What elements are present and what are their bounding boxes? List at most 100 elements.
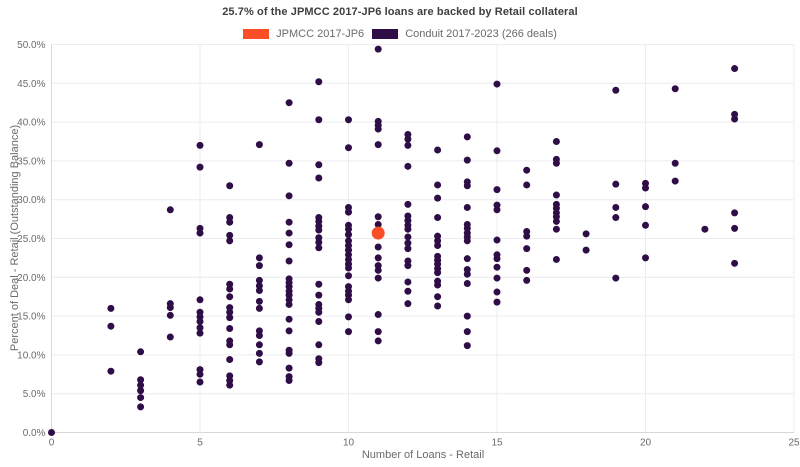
conduit-data-point[interactable] (731, 224, 739, 232)
conduit-data-point[interactable] (374, 125, 382, 133)
conduit-data-point[interactable] (404, 262, 412, 270)
conduit-data-point[interactable] (463, 342, 471, 350)
conduit-data-point[interactable] (255, 297, 263, 305)
conduit-data-point[interactable] (166, 333, 174, 341)
conduit-data-point[interactable] (671, 159, 679, 167)
conduit-data-point[interactable] (463, 312, 471, 320)
conduit-data-point[interactable] (285, 192, 293, 200)
legend-item-jp6[interactable]: JPMCC 2017-JP6 (243, 28, 364, 40)
conduit-data-point[interactable] (315, 280, 323, 288)
conduit-data-point[interactable] (523, 166, 531, 174)
conduit-data-point[interactable] (345, 225, 352, 233)
conduit-data-point[interactable] (582, 246, 590, 254)
conduit-data-point[interactable] (374, 213, 382, 221)
conduit-data-point[interactable] (196, 318, 204, 326)
conduit-data-point[interactable] (315, 341, 323, 349)
conduit-data-point[interactable] (642, 221, 649, 229)
conduit-data-point[interactable] (552, 138, 560, 145)
conduit-data-point[interactable] (315, 78, 323, 86)
conduit-data-point[interactable] (374, 141, 382, 149)
conduit-data-point[interactable] (374, 243, 382, 251)
conduit-data-point[interactable] (731, 115, 739, 123)
conduit-data-point[interactable] (493, 298, 501, 306)
conduit-data-point[interactable] (434, 194, 442, 202)
conduit-data-point[interactable] (404, 135, 412, 143)
conduit-data-point[interactable] (374, 221, 382, 229)
conduit-data-point[interactable] (463, 237, 471, 245)
conduit-data-point[interactable] (255, 262, 263, 270)
conduit-data-point[interactable] (582, 230, 590, 238)
conduit-data-point[interactable] (463, 156, 471, 164)
conduit-data-point[interactable] (552, 225, 560, 233)
conduit-data-point[interactable] (315, 174, 323, 182)
conduit-data-point[interactable] (315, 244, 323, 252)
conduit-data-point[interactable] (404, 278, 412, 286)
conduit-data-point[interactable] (463, 203, 471, 211)
conduit-data-point[interactable] (196, 296, 204, 304)
conduit-data-point[interactable] (255, 341, 263, 349)
conduit-data-point[interactable] (404, 225, 412, 233)
conduit-data-point[interactable] (285, 327, 293, 335)
conduit-data-point[interactable] (285, 229, 293, 237)
conduit-data-point[interactable] (137, 387, 145, 395)
conduit-data-point[interactable] (315, 238, 323, 246)
conduit-data-point[interactable] (107, 304, 115, 312)
conduit-data-point[interactable] (404, 141, 412, 149)
conduit-data-point[interactable] (523, 266, 531, 274)
conduit-data-point[interactable] (434, 269, 442, 277)
conduit-data-point[interactable] (612, 203, 620, 211)
conduit-data-point[interactable] (552, 217, 560, 225)
conduit-data-point[interactable] (226, 381, 234, 389)
conduit-data-point[interactable] (523, 245, 531, 253)
conduit-data-point[interactable] (404, 245, 412, 253)
conduit-data-point[interactable] (345, 144, 352, 152)
conduit-data-point[interactable] (315, 226, 323, 234)
conduit-data-point[interactable] (434, 293, 442, 301)
conduit-data-point[interactable] (493, 80, 501, 88)
conduit-data-point[interactable] (463, 328, 471, 336)
conduit-data-point[interactable] (493, 255, 501, 263)
conduit-data-point[interactable] (642, 184, 649, 192)
conduit-data-point[interactable] (285, 159, 293, 167)
conduit-data-point[interactable] (642, 254, 649, 262)
conduit-data-point[interactable] (671, 85, 679, 93)
conduit-data-point[interactable] (404, 200, 412, 208)
conduit-data-point[interactable] (463, 182, 471, 190)
conduit-data-point[interactable] (731, 209, 739, 217)
conduit-data-point[interactable] (374, 254, 382, 262)
conduit-data-point[interactable] (434, 181, 442, 189)
conduit-data-point[interactable] (285, 300, 293, 308)
conduit-data-point[interactable] (137, 403, 145, 411)
conduit-data-point[interactable] (315, 291, 323, 299)
conduit-data-point[interactable] (315, 359, 323, 367)
conduit-data-point[interactable] (315, 318, 323, 326)
conduit-data-point[interactable] (523, 232, 531, 240)
conduit-data-point[interactable] (285, 99, 293, 107)
conduit-data-point[interactable] (731, 65, 739, 73)
conduit-data-point[interactable] (434, 214, 442, 222)
conduit-data-point[interactable] (226, 231, 234, 239)
conduit-data-point[interactable] (285, 364, 293, 372)
conduit-data-point[interactable] (374, 45, 382, 53)
conduit-data-point[interactable] (166, 304, 174, 312)
conduit-data-point[interactable] (434, 281, 442, 289)
conduit-data-point[interactable] (226, 341, 234, 349)
conduit-data-point[interactable] (107, 322, 115, 330)
conduit-data-point[interactable] (226, 237, 234, 245)
conduit-data-point[interactable] (226, 356, 234, 364)
conduit-data-point[interactable] (137, 394, 145, 402)
conduit-data-point[interactable] (493, 147, 501, 155)
conduit-data-point[interactable] (523, 181, 531, 189)
conduit-data-point[interactable] (463, 280, 471, 288)
conduit-data-point[interactable] (493, 236, 501, 244)
conduit-data-point[interactable] (107, 367, 115, 375)
conduit-data-point[interactable] (671, 177, 679, 185)
jp6-data-point[interactable] (371, 226, 385, 240)
conduit-data-point[interactable] (48, 429, 55, 436)
conduit-data-point[interactable] (315, 308, 323, 316)
conduit-data-point[interactable] (374, 266, 382, 274)
conduit-data-point[interactable] (196, 378, 204, 386)
conduit-data-point[interactable] (374, 274, 382, 282)
conduit-data-point[interactable] (493, 274, 501, 282)
conduit-data-point[interactable] (374, 337, 382, 345)
